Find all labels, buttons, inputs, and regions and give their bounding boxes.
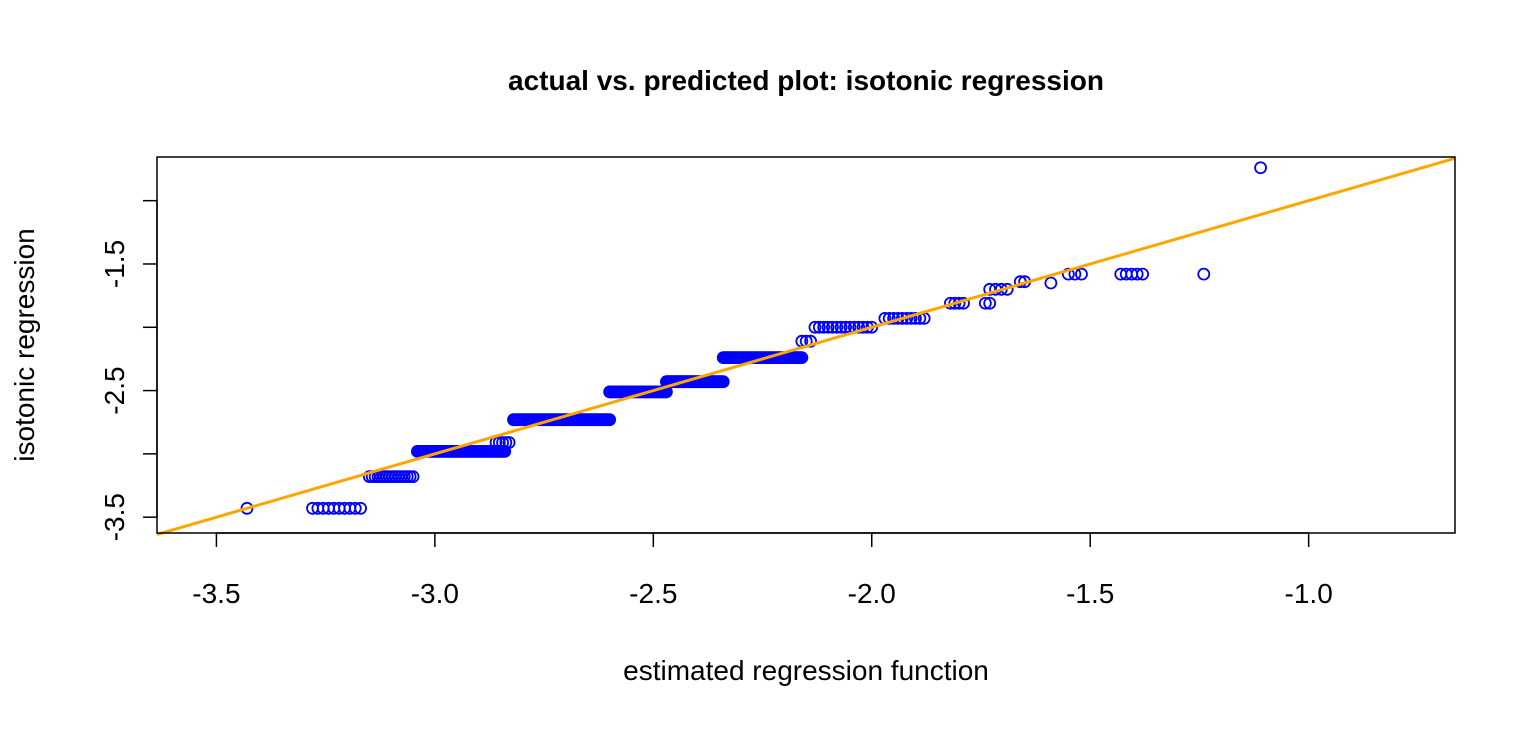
data-point <box>834 320 848 334</box>
data-point <box>821 320 835 334</box>
data-point <box>1061 267 1075 281</box>
data-point <box>948 296 962 310</box>
data-point <box>716 375 730 389</box>
data-point <box>354 501 367 515</box>
x-tick-label: -1.0 <box>1285 578 1333 609</box>
y-tick-label: -3.5 <box>99 493 130 541</box>
data-point <box>502 436 516 449</box>
data-point <box>240 501 254 515</box>
y-tick-label: -1.5 <box>99 240 130 288</box>
data-point <box>496 436 509 449</box>
data-point <box>839 320 852 334</box>
data-point <box>1197 267 1211 281</box>
reference-line <box>156 156 1456 536</box>
x-tick-label: -3.5 <box>192 578 240 609</box>
data-point <box>909 312 922 325</box>
data-point <box>1075 267 1088 281</box>
data-point <box>895 312 909 325</box>
data-point <box>978 296 992 310</box>
data-point <box>865 320 879 334</box>
y-tick-label: -2.5 <box>99 366 130 414</box>
x-tick-label: -1.5 <box>1066 578 1114 609</box>
data-point <box>603 413 617 427</box>
x-axis: -3.5 -3.0 -2.5 -2.0 -1.5 -1.0 <box>192 532 1333 609</box>
x-tick-label: -2.5 <box>629 578 677 609</box>
data-point <box>1136 267 1150 281</box>
y-axis-label: isotonic regression <box>9 228 40 461</box>
data-point <box>1130 267 1144 281</box>
data-point <box>406 470 420 484</box>
data-point <box>983 296 997 310</box>
data-point <box>826 320 839 334</box>
y-axis: -3.5 -2.5 -1.5 <box>99 199 158 541</box>
data-point <box>1254 161 1267 175</box>
data-point <box>808 320 822 334</box>
data-point <box>882 312 896 325</box>
data-point <box>1044 276 1058 290</box>
data-point <box>492 436 506 449</box>
data-point <box>795 351 809 365</box>
data-point <box>804 334 817 348</box>
line-layer <box>156 156 1456 536</box>
x-axis-label: estimated regression function <box>623 655 989 686</box>
x-tick-label: -3.0 <box>411 578 459 609</box>
data-point <box>852 320 866 334</box>
data-point <box>348 501 362 515</box>
data-point <box>812 320 826 334</box>
x-tick-label: -2.0 <box>848 578 896 609</box>
data-point <box>817 320 831 334</box>
data-point <box>830 320 844 334</box>
chart-title: actual vs. predicted plot: isotonic regr… <box>508 65 1104 96</box>
